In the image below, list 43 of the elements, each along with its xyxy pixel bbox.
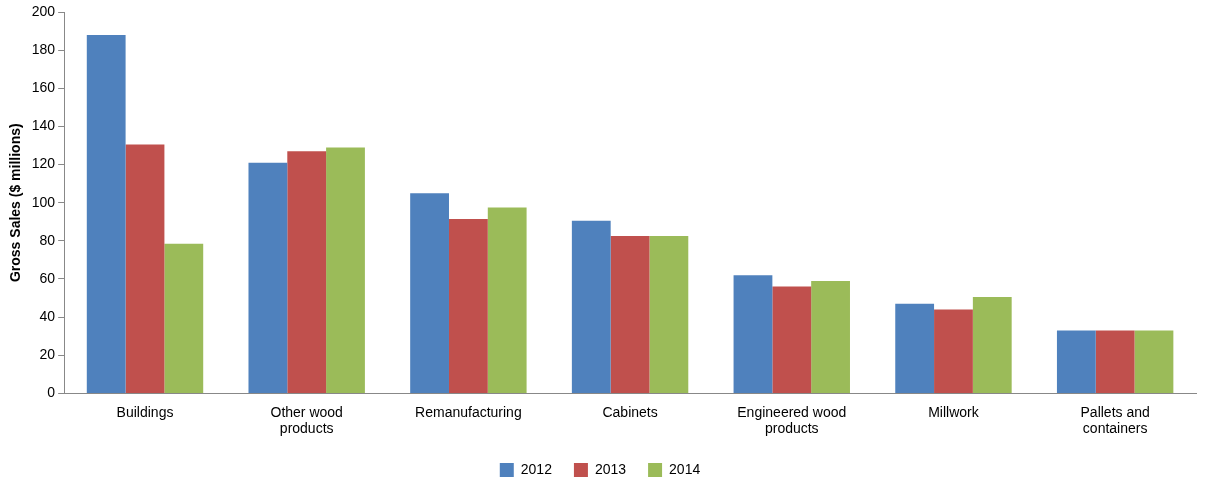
bar — [448, 218, 488, 393]
bar — [1095, 330, 1135, 393]
x-tick-label: Cabinets — [602, 403, 658, 420]
bar — [811, 280, 850, 393]
y-axis-title: Gross Sales ($ millions) — [7, 123, 24, 283]
bar — [972, 297, 1012, 393]
bar — [487, 207, 527, 393]
bar — [610, 236, 650, 393]
y-tick-label: 80 — [39, 231, 56, 248]
y-tick-label: 40 — [39, 307, 56, 324]
bar — [287, 151, 327, 393]
y-tick-label: 140 — [31, 117, 56, 134]
bar — [125, 144, 165, 393]
bar — [772, 286, 812, 393]
x-tick-label: Pallets and containers — [1080, 403, 1150, 437]
bar — [86, 34, 126, 393]
bar — [248, 162, 288, 393]
legend-label: 2012 — [520, 460, 553, 477]
y-tick-label: 100 — [31, 193, 56, 210]
legend-label: 2013 — [594, 460, 627, 477]
y-tick-label: 180 — [31, 41, 56, 57]
bar — [733, 275, 773, 393]
bar — [1134, 330, 1174, 393]
bar — [326, 147, 365, 393]
x-tick-label: Millwork — [928, 403, 980, 420]
y-tick-label: 120 — [31, 155, 56, 172]
y-tick-label: 20 — [39, 346, 56, 363]
x-tick-label: Buildings — [116, 403, 174, 420]
legend-label: 2014 — [669, 460, 701, 477]
bar — [571, 220, 611, 393]
x-tick-label: Other wood products — [270, 403, 343, 437]
y-tick-label: 0 — [47, 384, 56, 401]
y-tick-label: 200 — [31, 2, 56, 19]
y-tick-label: 60 — [39, 269, 56, 286]
x-tick-label: Engineered wood products — [737, 403, 847, 437]
bar — [934, 309, 973, 393]
bar — [649, 236, 689, 393]
bar — [164, 243, 204, 393]
y-tick-label: 160 — [31, 79, 56, 96]
bar — [895, 303, 935, 393]
bar — [410, 193, 449, 393]
x-tick-label: Remanufacturing — [415, 403, 522, 420]
bar — [1056, 330, 1096, 393]
